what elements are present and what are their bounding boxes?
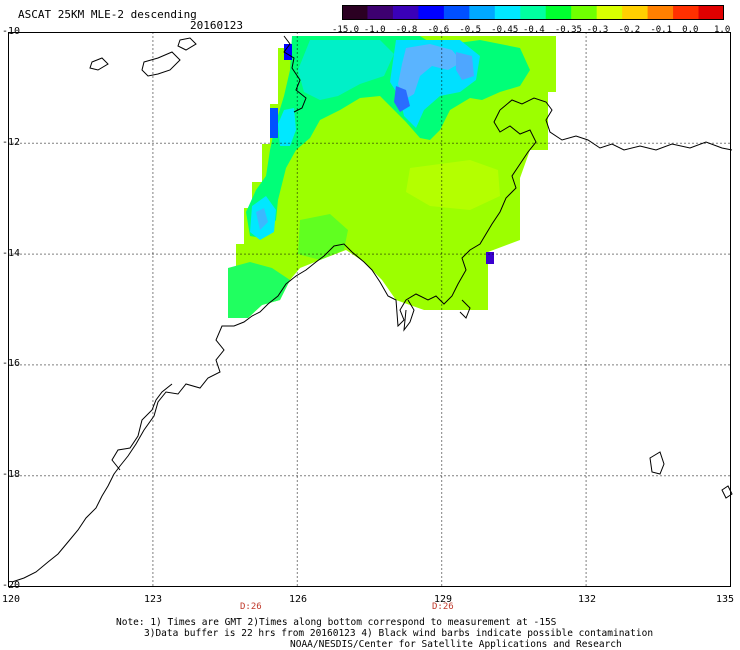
colorbar-label: -0.35 bbox=[554, 25, 582, 35]
colorbar-label: -0.45 bbox=[491, 25, 519, 35]
colorbar-label: 0.0 bbox=[682, 25, 699, 35]
colorbar-swatch bbox=[698, 5, 724, 20]
colorbar-swatch bbox=[647, 5, 674, 20]
colorbar-label: -0.1 bbox=[650, 25, 673, 35]
lon-label-135: 135 bbox=[716, 594, 735, 605]
colorbar-swatch bbox=[342, 5, 369, 20]
colorbar-swatch bbox=[596, 5, 623, 20]
lat-label-14: -14 bbox=[2, 248, 21, 259]
colorbar bbox=[342, 5, 724, 20]
colorbar-label: -0.5 bbox=[459, 25, 482, 35]
lon-label-120: 120 bbox=[2, 594, 21, 605]
colorbar-label: -0.8 bbox=[395, 25, 418, 35]
colorbar-label: -15.0 bbox=[332, 25, 360, 35]
map-date: 20160123 bbox=[190, 19, 243, 32]
lat-lon-grid bbox=[8, 32, 731, 587]
note-line-1: Note: 1) Times are GMT 2)Times along bot… bbox=[116, 617, 557, 628]
colorbar-swatch bbox=[469, 5, 496, 20]
colorbar-labels: -15.0 -1.0 -0.8 -0.6 -0.5 -0.45 -0.4 -0.35 -0.3-… bbox=[332, 25, 736, 37]
colorbar-swatch bbox=[673, 5, 700, 20]
colorbar-swatch bbox=[392, 5, 419, 20]
time-label: D:26 bbox=[240, 602, 262, 612]
time-label: D:26 bbox=[432, 602, 454, 612]
lon-label-123: 123 bbox=[144, 594, 163, 605]
colorbar-swatch bbox=[520, 5, 547, 20]
colorbar-label: -0.6 bbox=[427, 25, 450, 35]
lat-label-16: -16 bbox=[2, 358, 21, 369]
colorbar-swatch bbox=[622, 5, 649, 20]
colorbar-label: -0.3 bbox=[586, 25, 609, 35]
colorbar-swatch bbox=[545, 5, 572, 20]
colorbar-swatch bbox=[571, 5, 598, 20]
lat-label-12: -12 bbox=[2, 137, 21, 148]
colorbar-swatch bbox=[367, 5, 394, 20]
colorbar-swatch bbox=[418, 5, 445, 20]
lon-label-126: 126 bbox=[289, 594, 308, 605]
colorbar-label: -0.2 bbox=[618, 25, 641, 35]
colorbar-swatch bbox=[443, 5, 470, 20]
satellite-swath bbox=[228, 36, 556, 318]
note-line-2: 3)Data buffer is 22 hrs from 20160123 4)… bbox=[144, 628, 654, 639]
map-title: ASCAT 25KM MLE-2 descending bbox=[18, 8, 197, 21]
coastline bbox=[11, 35, 733, 583]
lon-label-129: 129 bbox=[434, 594, 453, 605]
lat-label-10: -10 bbox=[2, 26, 21, 37]
lon-label-132: 132 bbox=[578, 594, 597, 605]
lat-label-20: -20 bbox=[2, 580, 21, 591]
colorbar-label: 1.0 bbox=[714, 25, 731, 35]
lat-label-18: -18 bbox=[2, 469, 21, 480]
colorbar-label: -1.0 bbox=[363, 25, 386, 35]
note-line-3: NOAA/NESDIS/Center for Satellite Applica… bbox=[290, 639, 622, 650]
colorbar-swatch bbox=[494, 5, 521, 20]
colorbar-label: -0.4 bbox=[523, 25, 545, 35]
